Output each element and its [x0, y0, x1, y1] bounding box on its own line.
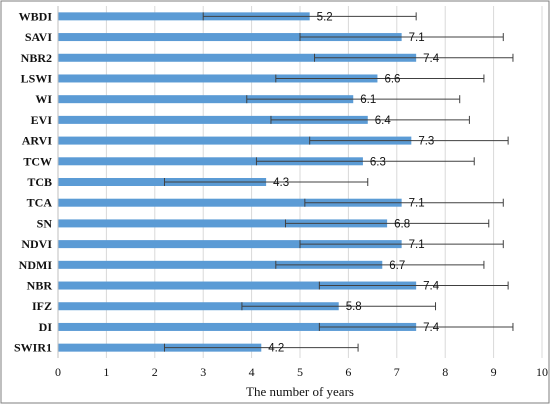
data-label: 7.1: [409, 198, 425, 210]
bar-evi: [58, 115, 368, 124]
x-tick-label: 5: [297, 365, 303, 379]
category-label: TCB: [27, 175, 52, 189]
data-label: 6.8: [394, 218, 410, 230]
data-label: 7.3: [418, 136, 434, 148]
bar-lswi: [58, 74, 378, 83]
bar-wbdi: [58, 12, 310, 21]
data-label: 6.6: [384, 73, 400, 85]
bar-di: [58, 322, 417, 331]
bar-savi: [58, 33, 402, 42]
data-label: 7.4: [423, 281, 440, 293]
category-label: NDMI: [19, 258, 53, 272]
category-label: DI: [39, 320, 53, 334]
x-tick-label: 4: [249, 365, 255, 379]
data-label: 7.4: [423, 53, 440, 65]
category-label: TCA: [27, 196, 53, 210]
category-label: WBDI: [19, 9, 53, 23]
category-label: TCW: [23, 154, 52, 168]
x-tick-label: 9: [491, 365, 497, 379]
data-label: 5.8: [346, 301, 362, 313]
data-label: 7.4: [423, 322, 440, 334]
bar-sn: [58, 219, 388, 228]
data-label: 7.1: [409, 32, 425, 44]
category-label: NBR: [27, 279, 53, 293]
x-tick-label: 6: [345, 365, 351, 379]
error-bars: [163, 12, 514, 352]
bar-wi: [58, 95, 354, 104]
x-tick-labels: 0 1 2 3 4 5 6 7 8 9 10: [55, 365, 548, 379]
grid-lines: [105, 6, 543, 358]
category-labels: WBDI SAVI NBR2 LSWI WI EVI ARVI TCW TCB TCA SN NDVI…: [14, 9, 52, 354]
bars: [58, 12, 417, 352]
x-axis-title: The number of years: [246, 384, 354, 399]
bar-tca: [58, 198, 402, 207]
category-label: LSWI: [21, 71, 53, 85]
x-tick-label: 3: [200, 365, 206, 379]
bar-arvi: [58, 136, 412, 145]
category-label: SWIR1: [14, 341, 52, 355]
bar-nbr: [58, 281, 417, 290]
category-label: WI: [35, 92, 52, 106]
data-label: 6.1: [360, 94, 376, 106]
category-label: EVI: [31, 113, 53, 127]
x-tick-label: 7: [394, 365, 400, 379]
category-label: NBR2: [21, 51, 52, 65]
bar-ndmi: [58, 260, 383, 269]
data-label: 4.3: [273, 177, 289, 189]
x-tick-label: 0: [55, 365, 61, 379]
category-label: SAVI: [25, 30, 52, 44]
bar-tcw: [58, 157, 363, 166]
data-label: 4.2: [268, 343, 284, 355]
data-label: 6.4: [375, 115, 392, 127]
category-label: NDVI: [21, 237, 52, 251]
data-labels: 5.2 7.1 7.4 6.6 6.1 6.4 7.3 6.3 4.3 7.1 6.8 7.1 6.7 7…: [268, 11, 439, 354]
category-label: SN: [37, 216, 53, 230]
x-tick-label: 8: [442, 365, 448, 379]
category-label: ARVI: [22, 134, 53, 148]
bar-nbr2: [58, 53, 417, 62]
bar-ndvi: [58, 240, 402, 249]
bar-tcb: [58, 178, 267, 186]
category-label: IFZ: [32, 299, 52, 313]
x-tick-label: 10: [536, 365, 548, 379]
x-tick-label: 1: [103, 365, 109, 379]
x-tick-label: 2: [152, 365, 158, 379]
bar-swir1: [58, 343, 262, 352]
data-label: 7.1: [409, 239, 425, 251]
data-label: 6.3: [370, 156, 386, 168]
data-label: 6.7: [389, 260, 405, 272]
data-label: 5.2: [317, 11, 333, 23]
bar-ifz: [58, 302, 339, 311]
